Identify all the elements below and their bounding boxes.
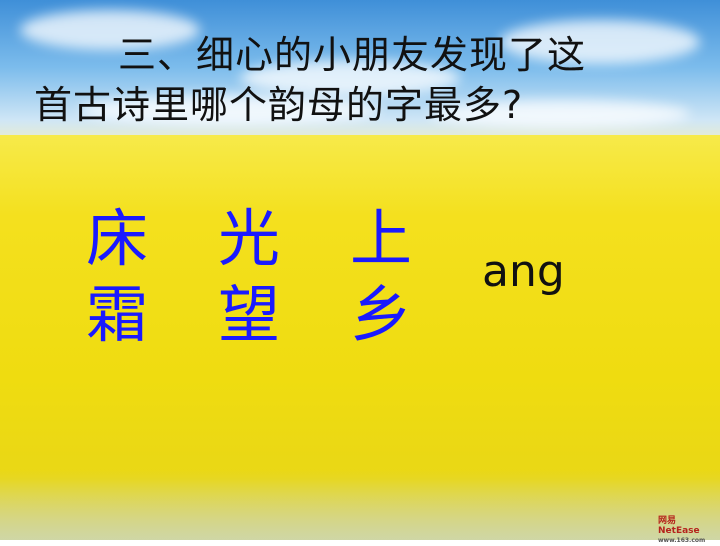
netease-logo: 网易 NetEase www.163.com	[658, 516, 720, 546]
character-wang: 望	[218, 278, 281, 351]
logo-sub-text: www.163.com	[658, 537, 706, 544]
pinyin-answer: ang	[482, 246, 565, 297]
cloud	[240, 60, 460, 96]
cloud	[430, 100, 690, 128]
character-chuang: 床	[86, 202, 149, 275]
character-shang: 上	[350, 202, 413, 275]
cloud	[500, 20, 700, 64]
question-text: 三、细心的小朋友发现了这 首古诗里哪个韵母的字最多?	[34, 30, 694, 130]
cloud	[20, 10, 200, 50]
character-shuang: 霜	[86, 278, 149, 351]
cloud	[80, 95, 380, 125]
question-line-1: 三、细心的小朋友发现了这	[118, 33, 587, 77]
sky-background	[0, 0, 720, 150]
character-guang: 光	[218, 202, 281, 275]
field-bottom-fade	[0, 470, 720, 540]
character-xiang: 乡	[350, 278, 413, 351]
question-line-2: 首古诗里哪个韵母的字最多?	[34, 83, 524, 127]
logo-main-text: 网易 NetEase	[658, 516, 700, 536]
